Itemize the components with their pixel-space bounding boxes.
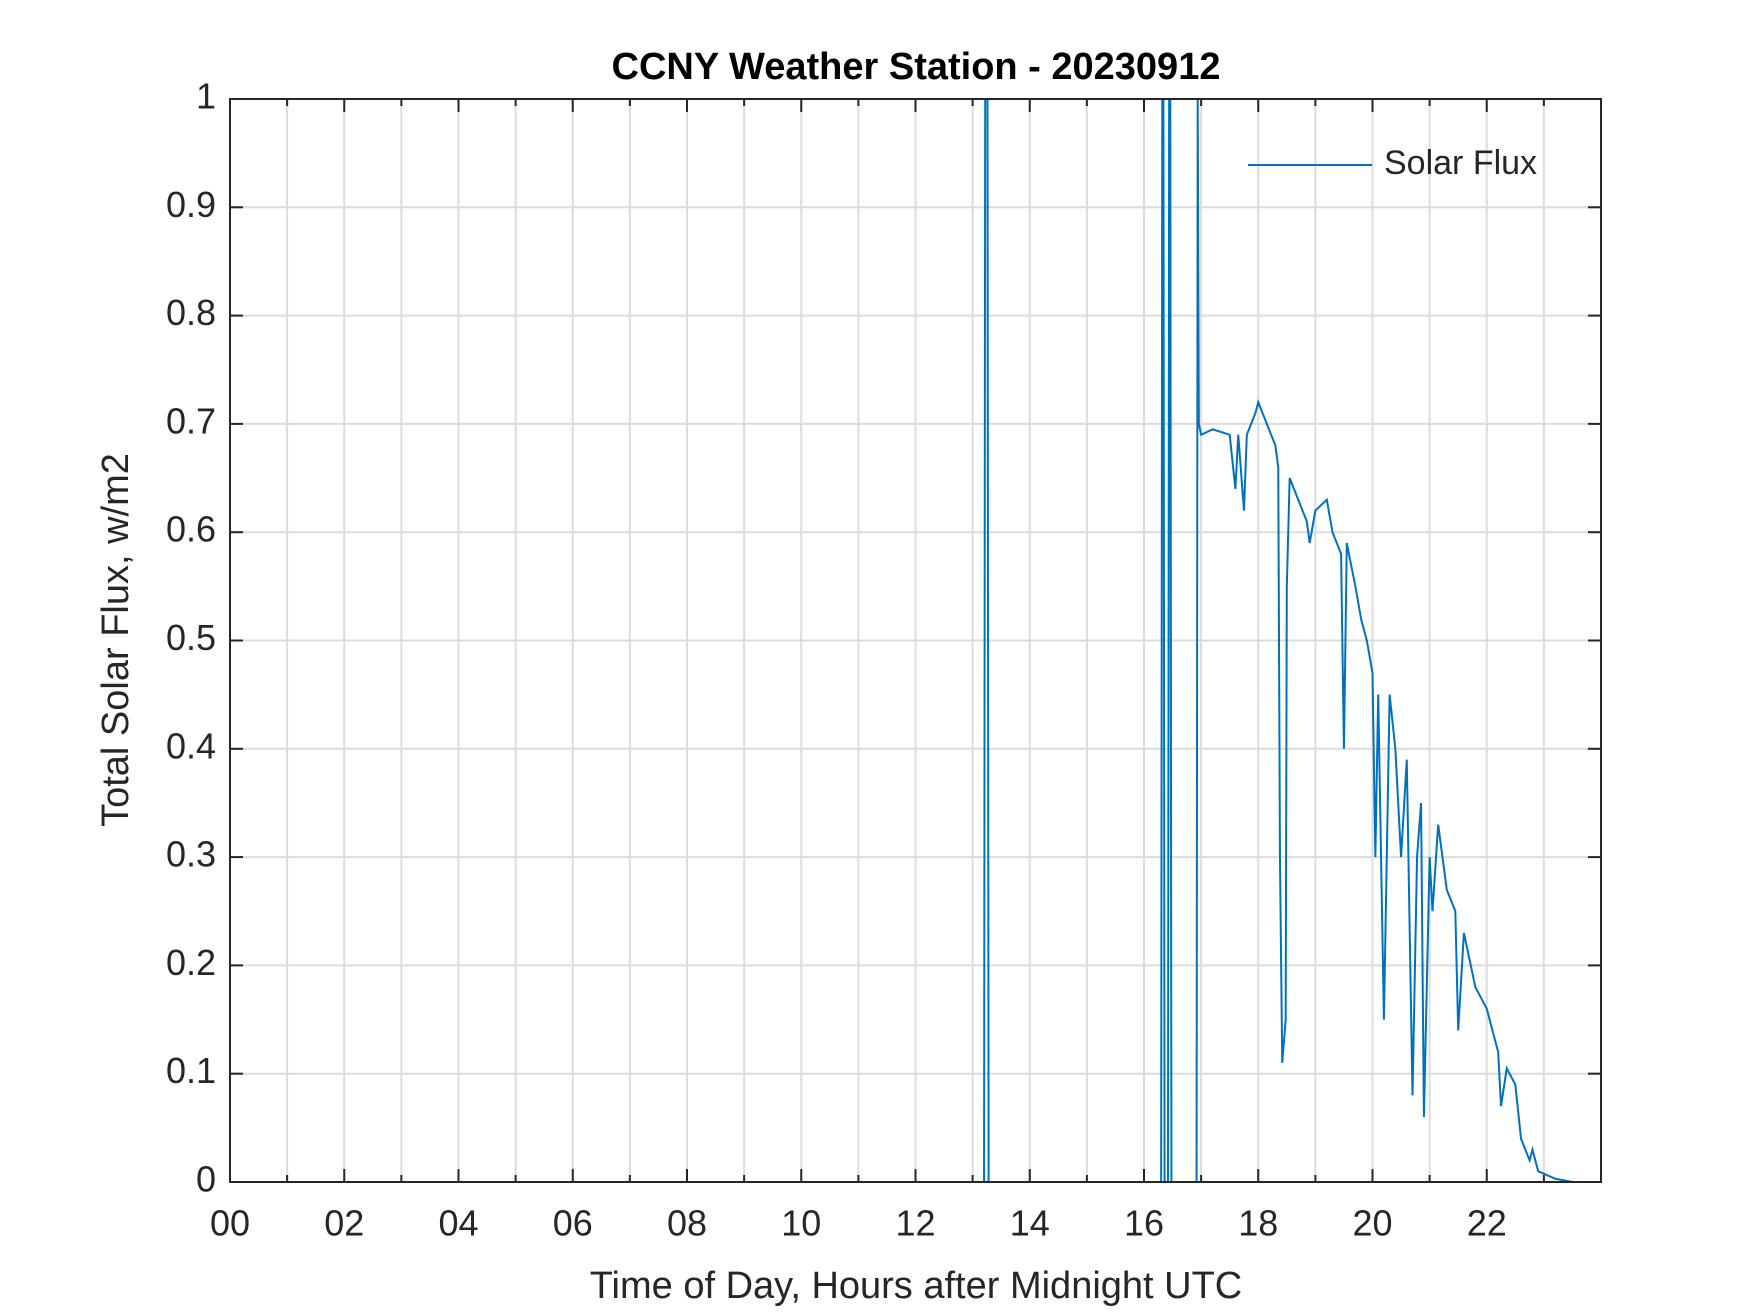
x-tick-label: 06	[553, 1203, 593, 1244]
chart-title: CCNY Weather Station - 20230912	[612, 46, 1221, 88]
x-tick-label: 20	[1352, 1203, 1392, 1244]
x-tick-label: 22	[1467, 1203, 1507, 1244]
y-tick-label: 0	[196, 1159, 216, 1200]
x-tick-label: 16	[1124, 1203, 1164, 1244]
x-tick-label: 08	[667, 1203, 707, 1244]
series-line	[230, 99, 1601, 1182]
legend-label: Solar Flux	[1384, 144, 1537, 182]
x-tick-label: 10	[781, 1203, 821, 1244]
y-axis-label: Total Solar Flux, w/m2	[95, 453, 137, 827]
y-tick-label: 0.2	[166, 942, 216, 983]
y-tick-label: 0.4	[166, 725, 216, 766]
y-tick-label: 0.8	[166, 292, 216, 333]
x-tick-label: 12	[895, 1203, 935, 1244]
y-tick-label: 0.9	[166, 184, 216, 225]
x-tick-label: 04	[438, 1203, 478, 1244]
x-axis-label: Time of Day, Hours after Midnight UTC	[590, 1265, 1243, 1307]
x-tick-label: 18	[1238, 1203, 1278, 1244]
y-tick-label: 0.1	[166, 1050, 216, 1091]
y-tick-label: 0.3	[166, 834, 216, 875]
y-tick-label: 0.6	[166, 509, 216, 550]
y-tick-label: 1	[196, 76, 216, 117]
x-tick-label: 00	[210, 1203, 250, 1244]
x-tick-label: 14	[1010, 1203, 1050, 1244]
x-tick-label: 02	[324, 1203, 364, 1244]
y-tick-label: 0.7	[166, 400, 216, 441]
y-tick-label: 0.5	[166, 617, 216, 658]
axes-box	[229, 98, 1602, 1183]
